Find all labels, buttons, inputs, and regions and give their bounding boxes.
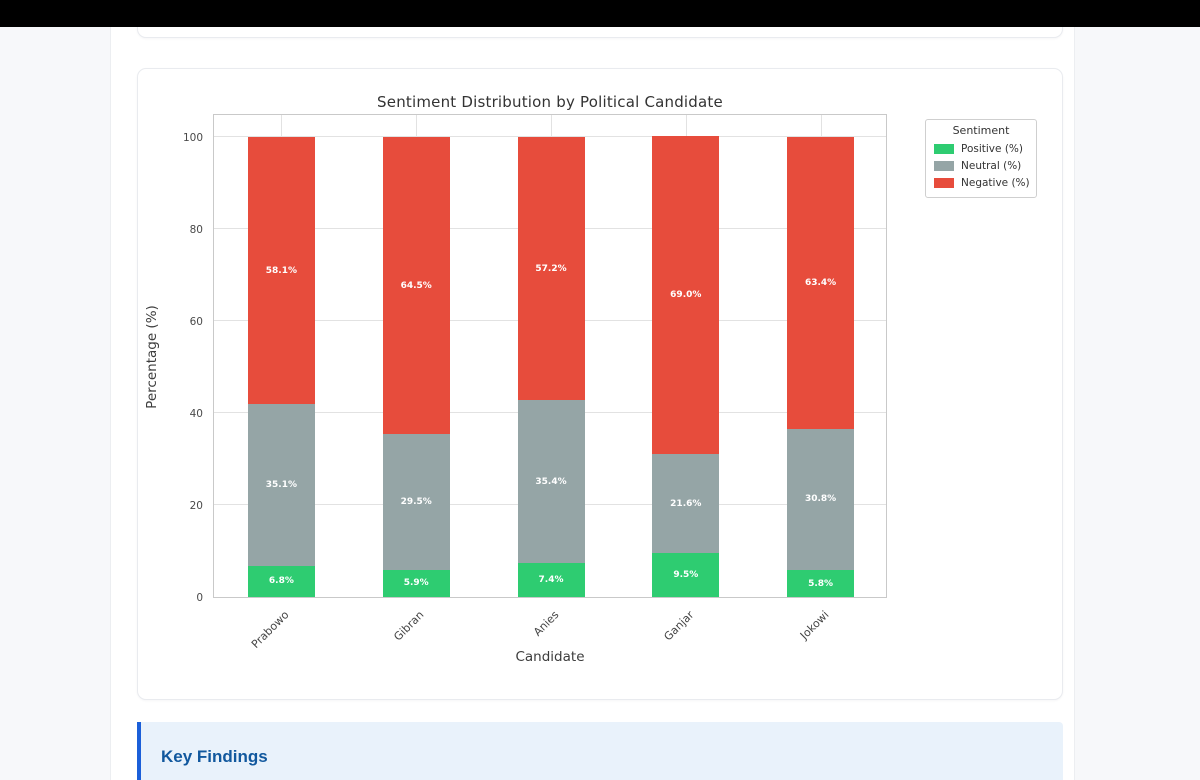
y-tick-label: 80 [189,223,203,236]
bar-segment: 35.1% [247,404,315,566]
bar-segment: 35.4% [517,400,585,563]
x-tick-label: Prabowo [249,608,292,651]
bar-value-label: 21.6% [670,498,702,509]
bar-value-label: 9.5% [673,570,699,581]
top-black-bar [0,0,1200,27]
y-axis-label: Percentage (%) [144,305,160,409]
y-tick-label: 100 [182,131,203,144]
y-tick-label: 60 [189,315,203,328]
y-tick-label: 40 [189,407,203,420]
x-tick-label: Gibran [391,608,427,644]
sentiment-chart: Sentiment Distribution by Political Cand… [138,69,1062,699]
y-tick-label: 20 [189,499,203,512]
legend-item: Neutral (%) [934,157,1028,174]
bar-segment: 64.5% [382,137,450,435]
bar-value-label: 7.4% [538,574,564,585]
x-axis-label: Candidate [515,649,585,665]
bar-value-label: 5.9% [403,578,429,589]
plot-area: 6.8% 35.1% 58.1% 5.9% 29.5% 64.5% 7.4% 35.4% 57.… [213,114,887,598]
bar-segment: 5.9% [382,569,450,597]
key-findings-title: Key Findings [161,747,268,766]
bar-value-label: 30.8% [804,494,837,505]
legend-label: Positive (%) [961,142,1023,155]
legend-title: Sentiment [952,124,1010,137]
bar-segment: 63.4% [787,136,855,429]
legend-swatch [934,143,954,154]
bar-value-label: 29.5% [400,497,432,507]
x-tick-label: Anies [531,608,562,639]
legend-swatch [934,160,954,171]
bar-value-label: 58.1% [265,265,297,276]
bar-segment: 21.6% [652,453,720,554]
bar-segment: 29.5% [382,434,450,570]
bar-segment: 30.8% [787,428,855,571]
bar-segment: 6.8% [247,565,315,597]
legend-item: Negative (%) [934,174,1030,191]
legend-label: Negative (%) [961,176,1030,189]
bar-segment: 58.1% [247,136,315,405]
bar-segment: 5.8% [787,570,855,597]
bar-value-label: 35.1% [265,479,297,490]
bar-segment: 9.5% [652,553,720,597]
legend-item: Positive (%) [934,140,1028,157]
bar-segment: 69.0% [652,136,720,454]
key-findings-box: Key Findings [137,722,1063,780]
legend-swatch [934,177,954,188]
bar-segment: 57.2% [517,136,585,401]
bar-value-label: 5.8% [808,578,834,589]
h-gridline [214,135,886,137]
x-tick-label: Jokowi [797,608,832,643]
x-tick-label: Ganjar [661,608,697,644]
y-tick-label: 0 [196,592,203,604]
chart-card: Sentiment Distribution by Political Cand… [137,68,1063,700]
bar-value-label: 6.8% [268,576,294,587]
bar-value-label: 63.4% [804,277,837,288]
bar-value-label: 69.0% [670,290,702,301]
chart-title: Sentiment Distribution by Political Cand… [377,93,723,111]
bar-value-label: 35.4% [535,476,567,487]
bar-value-label: 64.5% [400,280,432,291]
chart-legend: Sentiment Positive (%) Neutral (%) Negativ… [925,119,1037,198]
bar-value-label: 57.2% [535,263,567,274]
bar-segment: 7.4% [517,562,585,597]
legend-label: Neutral (%) [961,159,1022,172]
